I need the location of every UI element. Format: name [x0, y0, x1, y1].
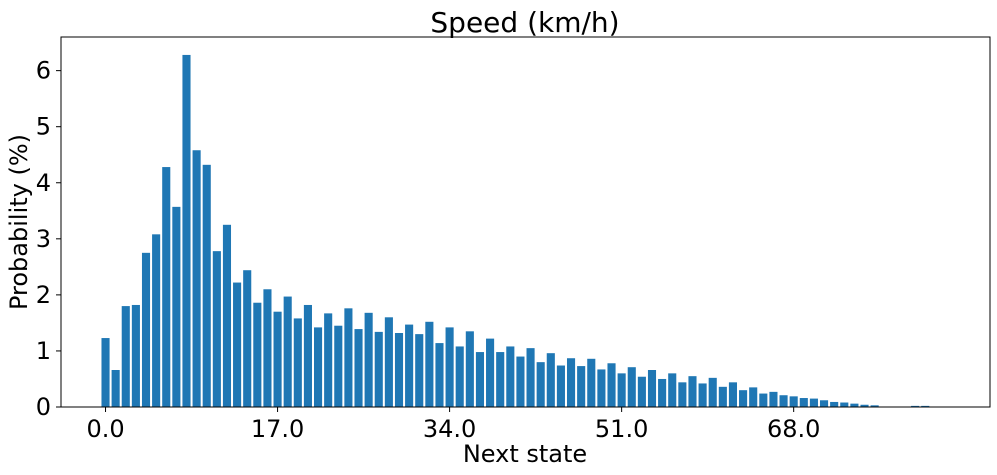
bar	[486, 338, 495, 407]
bar	[394, 333, 404, 407]
bar	[830, 401, 839, 407]
bar	[263, 289, 272, 407]
bars-group	[101, 54, 930, 408]
x-tick-label: 51.0	[595, 415, 648, 443]
bar	[192, 150, 201, 408]
bar	[779, 395, 788, 407]
bar	[445, 327, 454, 407]
bar	[233, 282, 242, 407]
bar	[273, 311, 282, 407]
bar	[253, 302, 262, 407]
plot-frame	[60, 36, 991, 408]
y-tick-label: 1	[36, 337, 51, 365]
bar	[728, 382, 738, 407]
bar	[455, 346, 464, 407]
bar	[546, 353, 555, 407]
bar	[860, 404, 869, 407]
bar	[911, 405, 920, 407]
bar	[435, 343, 444, 407]
bar	[324, 313, 333, 407]
bar	[749, 387, 758, 407]
x-tick-label: 34.0	[423, 415, 476, 443]
bar	[708, 377, 717, 407]
bar	[587, 358, 596, 407]
bar	[293, 318, 302, 407]
bar	[314, 327, 323, 407]
bar	[718, 386, 727, 407]
bar	[374, 331, 383, 407]
bar	[303, 304, 312, 407]
bar	[243, 270, 252, 407]
bar	[131, 304, 140, 407]
bar	[121, 306, 130, 407]
bar	[354, 329, 363, 407]
bar	[141, 252, 151, 407]
bar	[283, 296, 292, 407]
bar	[577, 366, 586, 407]
bar	[739, 390, 748, 407]
chart-title: Speed (km/h)	[430, 6, 619, 39]
bar	[405, 324, 414, 407]
x-axis: 0.0 17.0 34.0 51.0 68.0	[86, 407, 820, 443]
bar	[627, 367, 636, 407]
bar	[819, 400, 829, 407]
y-axis-title: Probability (%)	[5, 134, 33, 310]
x-axis-title: Next state	[463, 440, 587, 468]
bar	[698, 383, 707, 407]
bar	[536, 362, 545, 407]
bar	[172, 206, 181, 407]
bar	[769, 391, 778, 407]
bar	[809, 398, 818, 407]
bar	[850, 403, 859, 407]
bar	[870, 405, 879, 407]
bar	[668, 373, 677, 407]
bar	[516, 356, 525, 407]
bar	[415, 334, 424, 407]
bar	[526, 348, 535, 407]
bar	[475, 352, 485, 407]
bar	[647, 370, 657, 407]
bar	[182, 54, 191, 407]
y-tick-label: 3	[36, 225, 51, 253]
bar	[840, 402, 849, 407]
bar	[384, 317, 393, 407]
bar	[425, 321, 434, 407]
bar	[506, 346, 515, 407]
bar	[212, 251, 221, 407]
bar	[162, 167, 171, 407]
bar	[556, 365, 565, 407]
bar	[111, 370, 120, 407]
bar	[617, 373, 626, 407]
bar	[759, 393, 768, 407]
bar	[566, 358, 576, 407]
bar	[222, 224, 232, 407]
y-axis: 0 1 2 3 4 5 6	[36, 57, 61, 421]
bar	[637, 376, 646, 407]
bar	[678, 382, 687, 407]
bar	[465, 331, 474, 407]
y-tick-label: 4	[36, 169, 51, 197]
bar	[364, 312, 373, 407]
y-tick-label: 6	[36, 57, 51, 85]
bar	[202, 164, 211, 407]
x-tick-label: 68.0	[767, 415, 820, 443]
bar	[101, 338, 110, 407]
bar	[334, 325, 343, 407]
bar	[921, 405, 930, 407]
bar	[496, 352, 505, 407]
y-tick-label: 5	[36, 113, 51, 141]
bar	[344, 308, 353, 407]
bar	[789, 396, 798, 407]
y-tick-label: 0	[36, 393, 51, 421]
x-tick-label: 17.0	[251, 415, 304, 443]
bar	[152, 234, 161, 407]
bar	[658, 378, 667, 407]
bar	[607, 363, 616, 407]
bar	[799, 398, 808, 407]
y-tick-label: 2	[36, 281, 51, 309]
bar	[597, 369, 606, 407]
bar	[688, 376, 697, 407]
x-tick-label: 0.0	[86, 415, 124, 443]
